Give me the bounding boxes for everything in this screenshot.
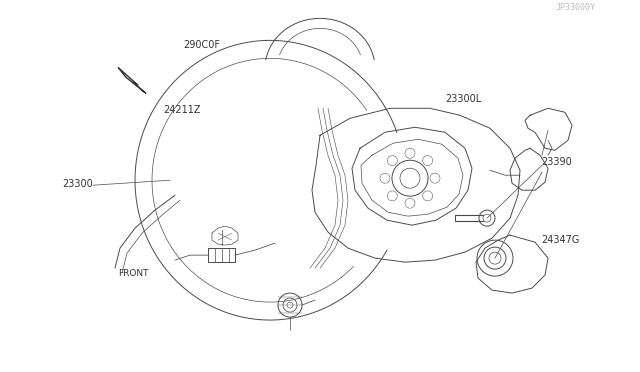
Text: 23300: 23300 [62, 179, 93, 189]
Text: 23390: 23390 [541, 157, 572, 167]
Text: 23300L: 23300L [445, 94, 481, 104]
Text: FRONT: FRONT [118, 269, 149, 278]
Text: JP33000Y: JP33000Y [556, 3, 595, 12]
Text: 290C0F: 290C0F [183, 40, 220, 50]
Text: 24211Z: 24211Z [163, 105, 201, 115]
Text: 24347G: 24347G [541, 235, 579, 245]
